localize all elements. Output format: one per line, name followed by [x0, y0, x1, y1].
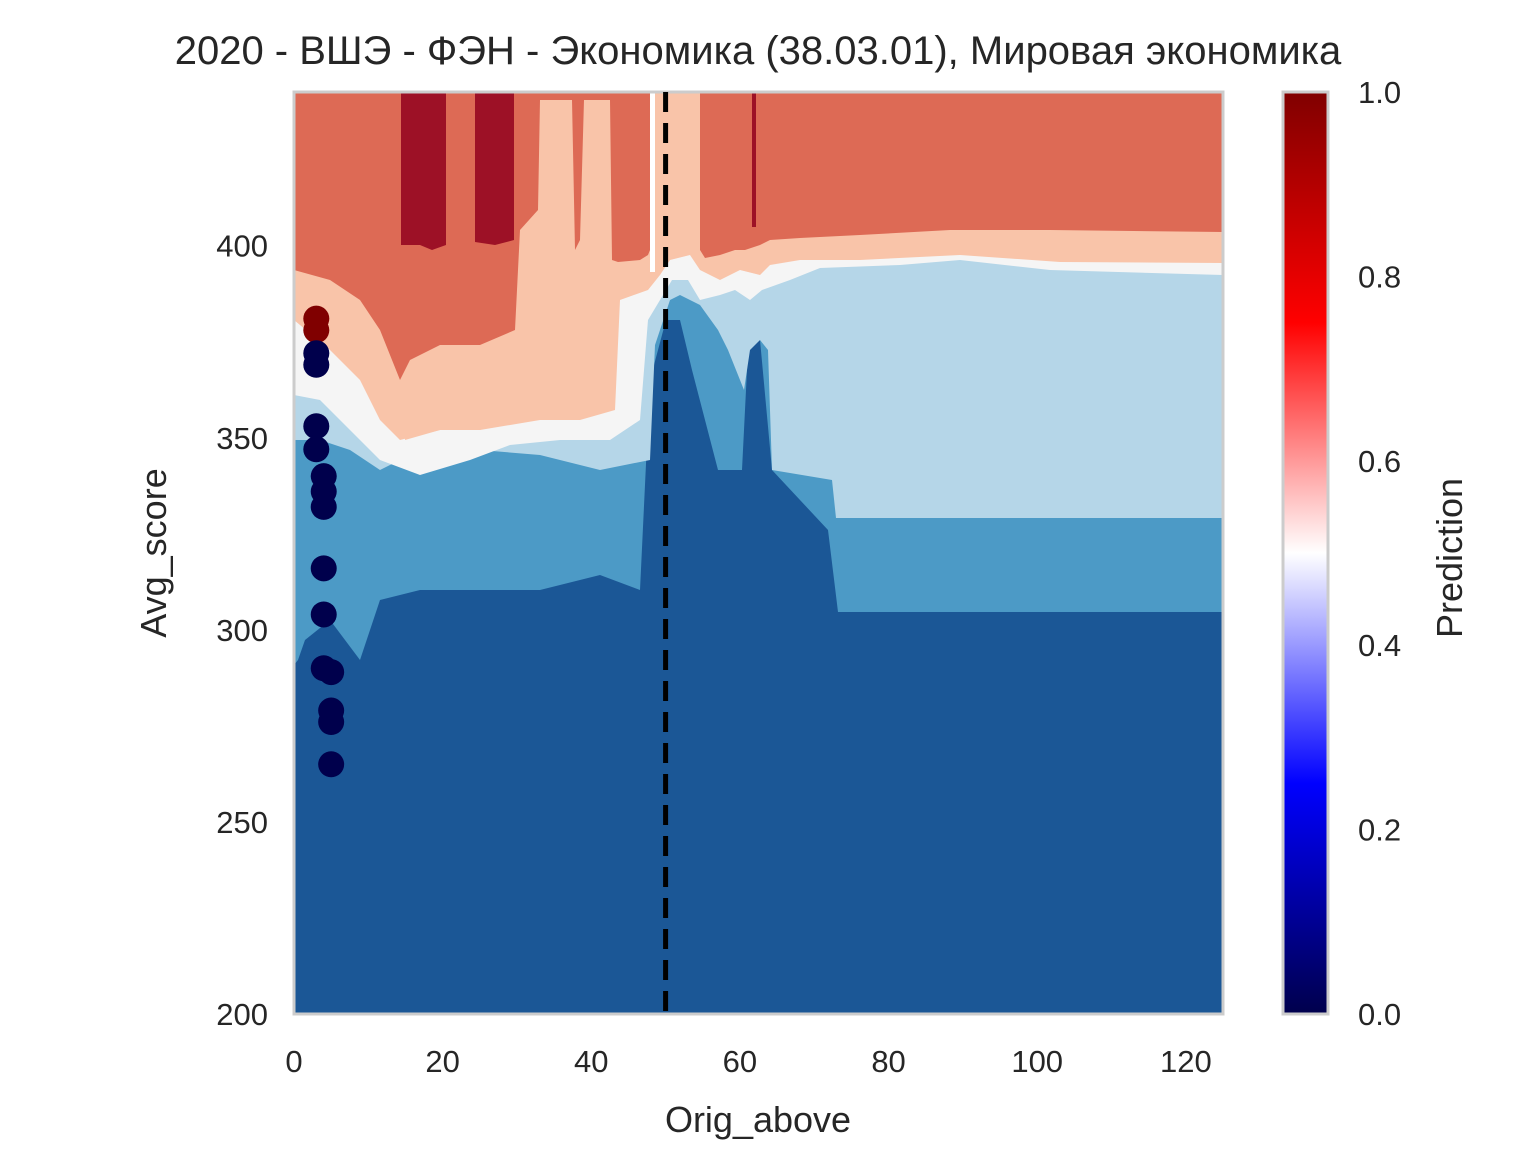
data-point — [303, 317, 330, 344]
data-point — [318, 709, 345, 736]
x-tick-label: 100 — [1011, 1044, 1063, 1079]
colorbar-tick-label: 0.6 — [1358, 444, 1401, 479]
colorbar-label: Prediction — [1429, 478, 1470, 638]
data-point — [310, 601, 337, 628]
band-salmon-holes — [405, 355, 520, 440]
colorbar-tick-labels: 0.0 0.2 0.4 0.6 0.8 1.0 — [1358, 75, 1401, 1032]
data-point — [303, 436, 330, 463]
colorbar-tick-label: 1.0 — [1358, 75, 1401, 110]
colorbar-tick-label: 0.2 — [1358, 813, 1401, 848]
x-tick-labels: 0 20 40 60 80 100 120 — [285, 1044, 1211, 1079]
x-tick-label: 40 — [574, 1044, 608, 1079]
data-point — [310, 493, 337, 520]
band-dark-red — [401, 92, 756, 250]
x-tick-label: 60 — [723, 1044, 757, 1079]
colorbar-tick-label: 0.8 — [1358, 259, 1401, 294]
y-tick-label: 250 — [216, 805, 268, 840]
y-tick-label: 400 — [216, 229, 268, 264]
colorbar — [1281, 90, 1330, 1016]
x-tick-label: 80 — [871, 1044, 905, 1079]
data-point — [310, 555, 337, 582]
colorbar-tick-label: 0.4 — [1358, 628, 1401, 663]
contour-surface — [294, 92, 1223, 1014]
y-axis-label: Avg_score — [133, 468, 174, 637]
y-tick-label: 300 — [216, 613, 268, 648]
data-point — [303, 351, 330, 378]
plot-frame — [292, 90, 1225, 1016]
x-tick-label: 20 — [425, 1044, 459, 1079]
data-point — [318, 659, 345, 686]
band-salmon — [294, 92, 1223, 380]
x-tick-label: 0 — [285, 1044, 302, 1079]
scatter-points — [303, 305, 345, 778]
y-tick-label: 200 — [216, 997, 268, 1032]
y-tick-label: 350 — [216, 421, 268, 456]
white-strip — [650, 92, 655, 272]
x-axis-label: Orig_above — [665, 1099, 851, 1140]
data-point — [318, 751, 345, 778]
colorbar-tick-label: 0.0 — [1358, 997, 1401, 1032]
data-point — [303, 413, 330, 440]
y-tick-labels: 200 250 300 350 400 — [216, 229, 268, 1032]
x-tick-label: 120 — [1160, 1044, 1212, 1079]
chart-title: 2020 - ВШЭ - ФЭН - Экономика (38.03.01),… — [175, 29, 1342, 73]
